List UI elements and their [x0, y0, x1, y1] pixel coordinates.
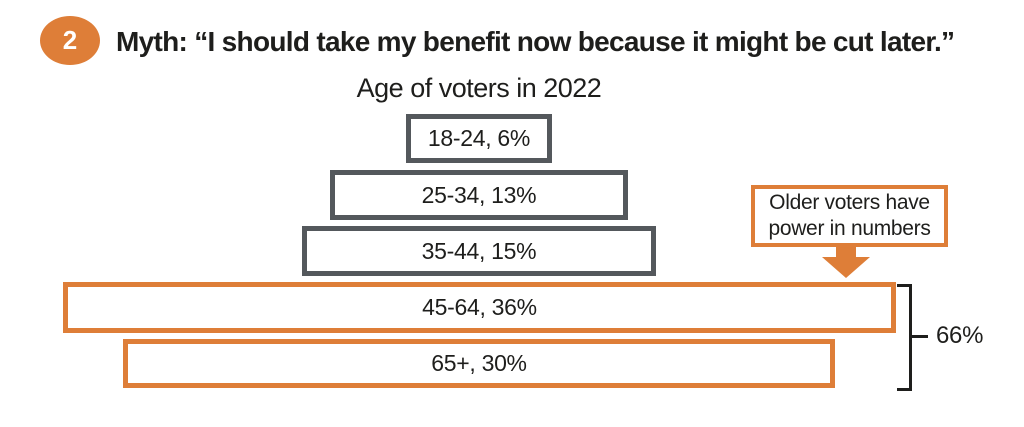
callout-line-1: Older voters have — [769, 191, 930, 214]
bar-45-64: 45-64, 36% — [63, 282, 896, 333]
bracket-total-label: 66% — [936, 322, 984, 349]
chart-title: Age of voters in 2022 — [356, 73, 602, 103]
bracket-line-top — [897, 284, 912, 287]
bar-label: 45-64, 36% — [422, 294, 537, 320]
bar-label: 18-24, 6% — [427, 125, 531, 151]
myth-number: 2 — [62, 25, 78, 55]
bar-35-44: 35-44, 15% — [302, 226, 656, 276]
myth-heading: Myth: “I should take my benefit now beca… — [116, 26, 955, 57]
bar-25-34: 25-34, 13% — [330, 170, 628, 220]
down-arrow-icon — [822, 243, 870, 278]
bracket-line-mid — [912, 335, 928, 338]
callout-box: Older voters have power in numbers — [751, 185, 948, 247]
callout-line-2: power in numbers — [768, 217, 931, 240]
bar-label: 35-44, 15% — [421, 237, 537, 264]
myth-number-badge: 2 — [40, 16, 100, 65]
bracket-line-vertical — [909, 284, 912, 391]
bar-label: 65+, 30% — [431, 350, 527, 376]
bar-65+: 65+, 30% — [123, 339, 835, 388]
bar-label: 25-34, 13% — [421, 181, 537, 208]
bar-18-24: 18-24, 6% — [406, 114, 552, 163]
bracket-line-bottom — [897, 388, 912, 391]
